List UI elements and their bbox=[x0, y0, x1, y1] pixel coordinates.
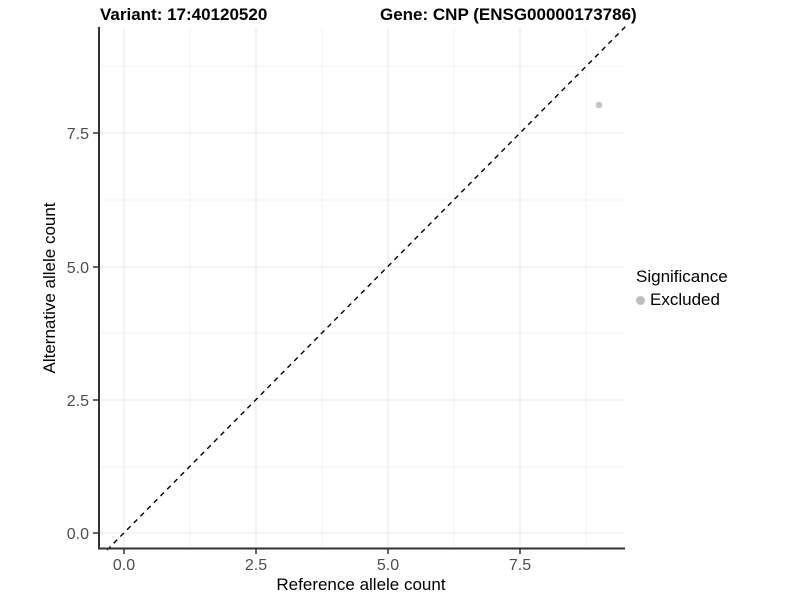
data-point-excluded bbox=[595, 101, 603, 109]
x-tick-label-2: 5.0 bbox=[377, 557, 399, 574]
x-axis-title: Reference allele count bbox=[276, 575, 445, 594]
legend-item-label: Excluded bbox=[650, 290, 720, 309]
legend-title: Significance bbox=[636, 267, 728, 286]
x-tick-label-1: 2.5 bbox=[245, 557, 267, 574]
y-axis-title: Alternative allele count bbox=[40, 202, 59, 373]
x-tick-label-0: 0.0 bbox=[113, 557, 135, 574]
legend: Significance Excluded bbox=[636, 266, 728, 311]
x-tick-label-3: 7.5 bbox=[509, 557, 531, 574]
variant-title: Variant: 17:40120520 bbox=[100, 5, 268, 24]
legend-item-excluded: Excluded bbox=[636, 289, 728, 311]
legend-point-icon bbox=[636, 295, 645, 305]
y-tick-label-3: 7.5 bbox=[67, 126, 89, 143]
y-tick-label-2: 5.0 bbox=[67, 260, 89, 277]
gene-title: Gene: CNP (ENSG00000173786) bbox=[380, 5, 637, 24]
x-tick-marks bbox=[123, 549, 521, 554]
y-tick-label-1: 2.5 bbox=[67, 393, 89, 410]
grid-minor-lines bbox=[99, 28, 624, 548]
grid-major-lines bbox=[99, 28, 624, 548]
identity-dashed-line bbox=[106, 24, 628, 551]
y-tick-label-0: 0.0 bbox=[67, 526, 89, 543]
y-tick-marks bbox=[93, 132, 98, 534]
